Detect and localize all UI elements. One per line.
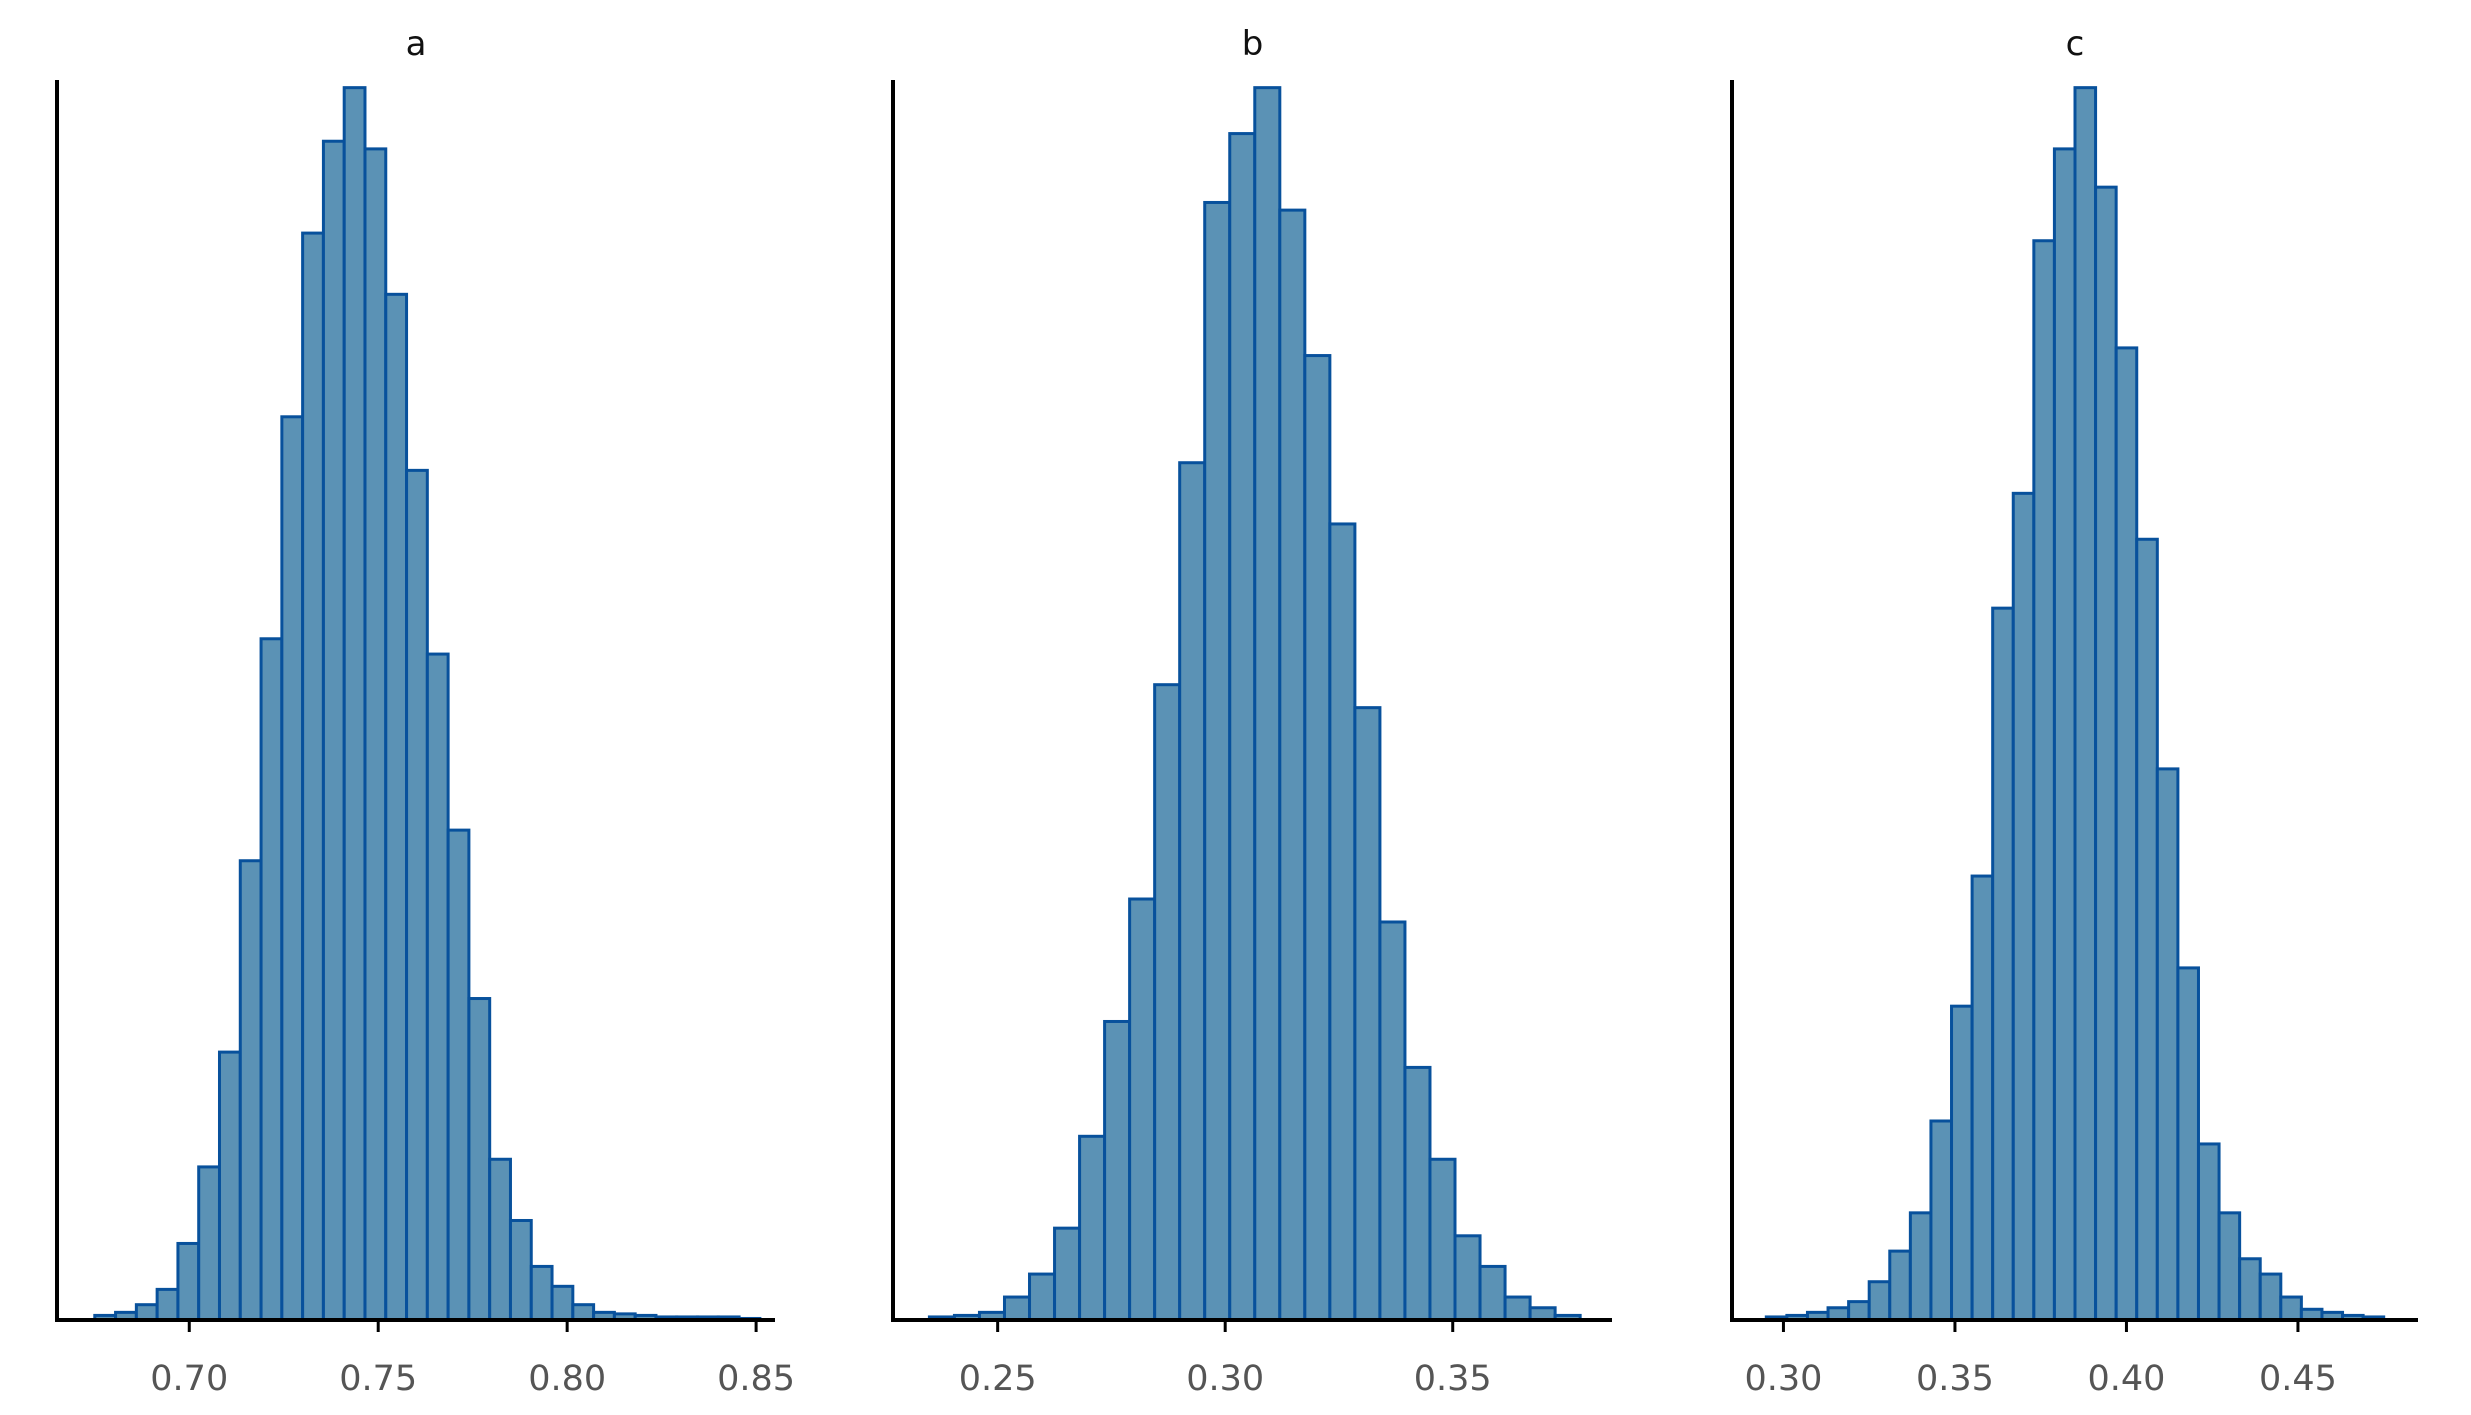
- histogram-bar: [134, 1303, 159, 1322]
- histogram-bar: [2135, 537, 2159, 1322]
- histogram-bar: [1503, 1295, 1532, 1322]
- histogram-bar: [2073, 86, 2098, 1322]
- histogram-bar: [1847, 1300, 1871, 1322]
- histogram-bar: [2094, 185, 2118, 1322]
- histogram-bar: [280, 415, 305, 1322]
- histogram-bar: [1078, 1134, 1107, 1322]
- histogram-bar: [1303, 354, 1332, 1322]
- histogram-bar: [2217, 1211, 2242, 1322]
- histogram-bar: [1428, 1157, 1457, 1322]
- histogram-bar: [508, 1218, 533, 1322]
- histogram-bar: [155, 1287, 180, 1322]
- histogram-bar: [1328, 522, 1357, 1322]
- histogram-bar: [1453, 1234, 1482, 1322]
- histogram-bar: [384, 292, 409, 1322]
- histogram-bar: [1991, 606, 2015, 1322]
- x-tick-label: 0.35: [1414, 1359, 1492, 1399]
- histogram-bar: [1128, 897, 1157, 1322]
- histogram-bar: [1950, 1004, 1974, 1322]
- histogram-bar: [1153, 683, 1182, 1322]
- x-tick-label: 0.35: [1916, 1359, 1994, 1399]
- histogram-bar: [1378, 920, 1407, 1322]
- histogram-bar: [1353, 706, 1382, 1322]
- x-tick-label: 0.80: [528, 1359, 606, 1399]
- histogram-bar: [571, 1303, 596, 1322]
- panel-title: b: [1242, 24, 1264, 64]
- panel-title: c: [2066, 24, 2085, 64]
- histogram-bar: [301, 231, 325, 1322]
- x-tick-label: 0.40: [2087, 1359, 2165, 1399]
- histogram-bar: [2238, 1257, 2262, 1322]
- histogram-bar: [259, 637, 284, 1322]
- histogram-bar: [1278, 208, 1307, 1322]
- histogram-bar: [363, 147, 388, 1322]
- histogram-panel-a: 0.70 0.75 0.80 0.85 a: [55, 24, 795, 1399]
- histogram-bar: [1053, 1226, 1082, 1322]
- histogram-bar: [1929, 1119, 1954, 1322]
- histogram-bar: [2011, 491, 2036, 1322]
- histogram-bar: [1478, 1264, 1507, 1322]
- histogram-bar: [2114, 346, 2139, 1322]
- histogram-bar: [1178, 461, 1207, 1322]
- histogram-bar: [321, 139, 346, 1322]
- histogram-bar: [2032, 239, 2056, 1322]
- x-tick-label: 0.85: [717, 1359, 795, 1399]
- panel-title: a: [406, 24, 427, 64]
- histogram-bar: [1403, 1065, 1432, 1322]
- x-tick-label: 0.70: [150, 1359, 228, 1399]
- histogram-bar: [405, 468, 429, 1322]
- histogram-bar: [2176, 966, 2200, 1322]
- histogram-bar: [1867, 1280, 1892, 1322]
- x-tick-label: 0.45: [2259, 1359, 2337, 1399]
- histogram-bar: [2052, 147, 2077, 1322]
- histogram-bar: [446, 828, 471, 1322]
- histogram-bar: [550, 1284, 575, 1322]
- histogram-bar: [1103, 1019, 1132, 1322]
- x-tick-label: 0.30: [1744, 1359, 1822, 1399]
- x-tick-label: 0.75: [339, 1359, 417, 1399]
- histogram-bar: [2155, 767, 2180, 1322]
- histogram-bar: [529, 1264, 554, 1322]
- histogram-bar: [425, 652, 450, 1322]
- histogram-bar: [1888, 1249, 1912, 1322]
- histogram-bar: [1028, 1272, 1057, 1322]
- histogram-bar: [467, 997, 492, 1322]
- histogram-bar: [1228, 132, 1257, 1322]
- histogram-bar: [342, 86, 367, 1322]
- histogram-panel-b: 0.25 0.30 0.35 b: [891, 24, 1612, 1399]
- histogram-bar: [488, 1157, 512, 1322]
- histogram-bar: [197, 1165, 221, 1322]
- histogram-bar: [1002, 1295, 1032, 1322]
- histogram-bar: [2279, 1295, 2303, 1322]
- histogram-bar: [176, 1241, 201, 1322]
- histogram-bar: [1203, 200, 1232, 1322]
- histogram-bar: [2196, 1142, 2221, 1322]
- histogram-bar: [1970, 874, 1995, 1322]
- histogram-panel-c: 0.30 0.35 0.40 0.45 c: [1730, 24, 2418, 1399]
- histogram-bar: [238, 859, 263, 1322]
- histogram-bar: [1253, 86, 1282, 1322]
- x-tick-label: 0.25: [959, 1359, 1037, 1399]
- histogram-bar: [1908, 1211, 1933, 1322]
- histogram-bar: [2258, 1272, 2283, 1322]
- histogram-bar: [217, 1050, 242, 1322]
- x-tick-label: 0.30: [1186, 1359, 1264, 1399]
